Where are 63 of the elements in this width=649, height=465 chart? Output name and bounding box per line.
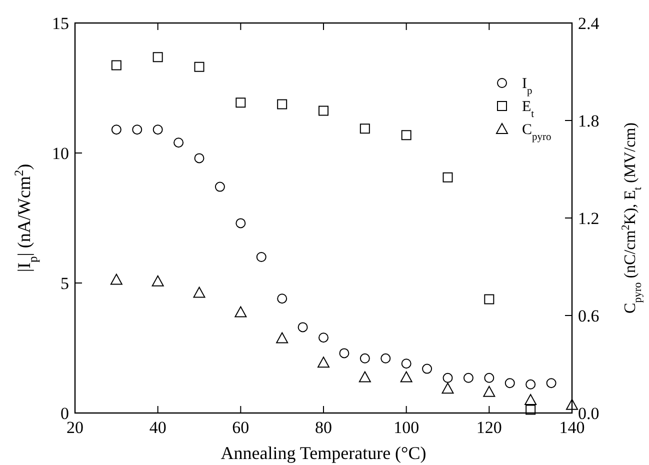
y2-tick-label: 2.4 [578,14,600,33]
point [152,124,163,135]
point [483,386,496,397]
point [442,172,453,182]
point [566,398,578,410]
point [360,353,370,364]
point [524,394,537,405]
point [401,358,412,369]
point [526,404,536,415]
x-tick-label: 40 [149,418,166,437]
point [236,218,246,228]
point [194,62,204,72]
point [152,275,164,286]
x-tick-label: 60 [232,418,250,437]
point [277,294,288,304]
point [194,153,204,164]
point [442,382,454,394]
y-tick-label: 10 [52,144,69,163]
point [174,138,184,148]
point [484,294,494,304]
y-tick-label: 5 [60,274,69,293]
point [360,124,370,134]
point [380,353,391,364]
legend-label: I$_{p}$ [522,76,532,96]
point [484,372,494,383]
point [277,99,288,110]
y2-tick-label: 0.6 [578,306,600,326]
point [463,372,474,383]
point [132,124,142,135]
point [276,332,288,344]
point [318,332,328,343]
x-axis-title: Annealing Temperature (°C) [220,443,426,463]
point [526,379,536,390]
point [214,182,225,192]
y-tick-label: 15 [52,14,69,33]
point [318,356,330,368]
point [298,322,308,332]
y2-tick-label: 1.8 [578,112,600,130]
point [111,124,122,135]
y2-tick-label: 1.2 [578,209,600,228]
legend-label: C$_{pyro}$ [522,122,552,142]
point [358,371,371,382]
point [546,378,556,388]
point [152,52,163,62]
legend-label: E$_{t}$ [522,99,534,120]
point [234,306,247,318]
x-tick-label: 100 [394,418,420,437]
point [236,98,246,108]
point [256,252,266,262]
point [193,286,206,298]
point [442,372,453,383]
point [422,364,432,374]
point [400,371,412,382]
point [110,274,122,285]
point [111,60,122,70]
x-tick-label: 20 [66,418,84,437]
point [401,130,412,140]
point [504,378,515,388]
x-tick-label: 120 [476,418,502,437]
point [318,106,328,116]
y-tick-label: 0 [60,404,69,423]
point [339,348,350,358]
x-tick-label: 80 [315,418,332,437]
